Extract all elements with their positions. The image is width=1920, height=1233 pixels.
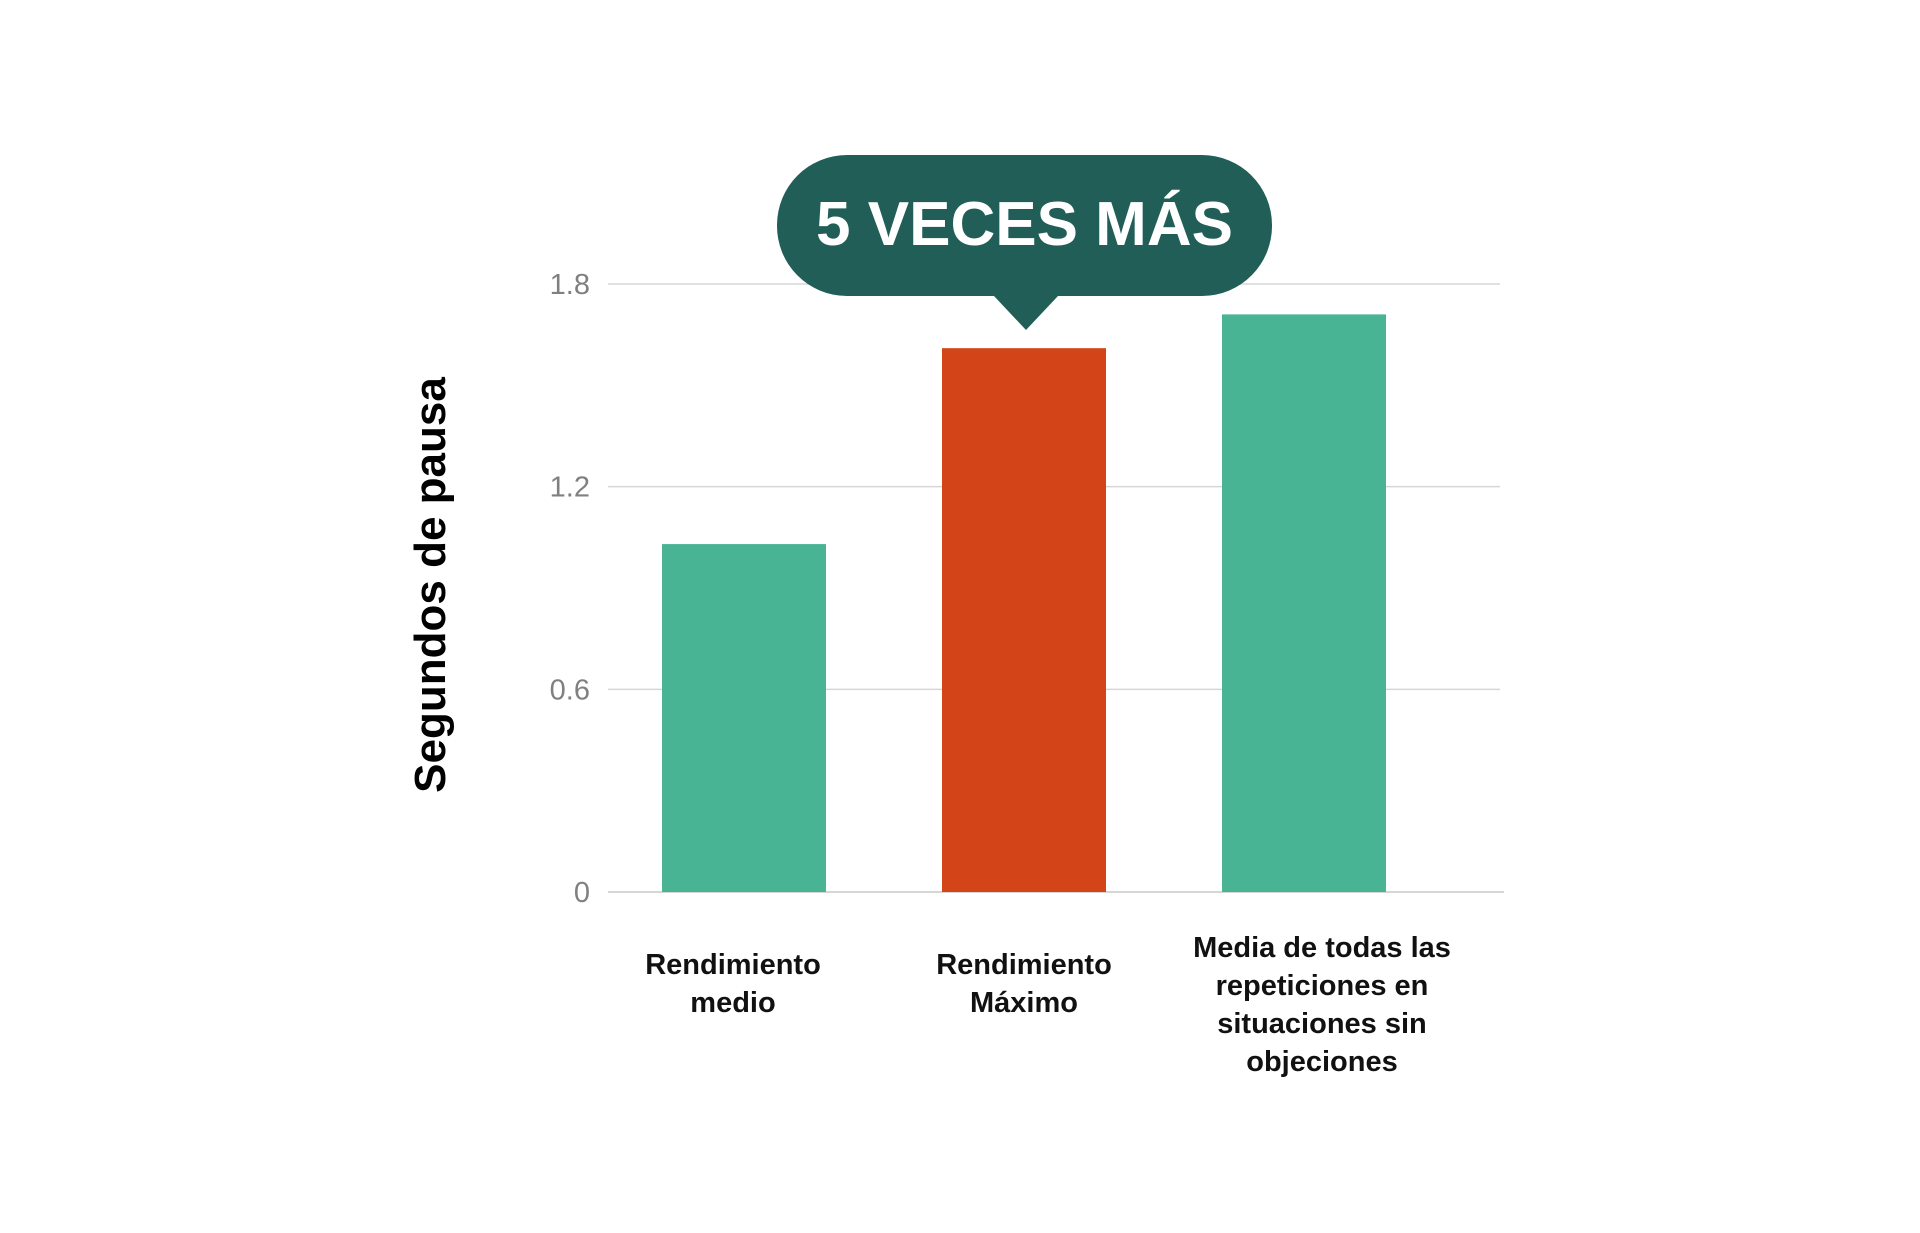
x-tick-label-line: Rendimiento xyxy=(645,949,821,981)
y-axis-label: Segundos de pausa xyxy=(406,377,455,793)
x-tick-label-line: Máximo xyxy=(970,987,1078,1019)
x-tick-label-line: Rendimiento xyxy=(936,949,1112,981)
callout-text: 5 VECES MÁS xyxy=(816,190,1233,259)
x-tick-label: Rendimiento Máximo xyxy=(936,949,1112,1019)
x-tick-label: Rendimiento medio xyxy=(645,949,821,1019)
y-tick-label: 1.2 xyxy=(550,472,590,504)
y-tick-label: 1.8 xyxy=(550,269,590,301)
bar xyxy=(1222,314,1386,892)
bar xyxy=(942,348,1106,893)
bars xyxy=(662,314,1386,893)
x-axis-labels: Rendimiento medio Rendimiento Máximo Media d… xyxy=(645,932,1451,1078)
bar xyxy=(662,544,826,892)
x-tick-label-line: medio xyxy=(690,987,775,1019)
x-tick-label-line: Media de todas las xyxy=(1193,932,1451,964)
callout: 5 VECES MÁS xyxy=(776,155,1273,330)
x-tick-label-line: objeciones xyxy=(1246,1046,1398,1078)
x-tick-label-line: repeticiones en xyxy=(1216,970,1429,1002)
y-tick-label: 0 xyxy=(574,877,590,909)
x-tick-label-line: situaciones sin xyxy=(1217,1008,1427,1040)
y-tick-label: 0.6 xyxy=(550,674,590,706)
x-tick-label: Media de todas las repeticiones en situaci… xyxy=(1193,932,1451,1078)
y-axis-ticks: 0 0.6 1.2 1.8 xyxy=(550,269,590,909)
callout-bubble xyxy=(776,155,1273,330)
